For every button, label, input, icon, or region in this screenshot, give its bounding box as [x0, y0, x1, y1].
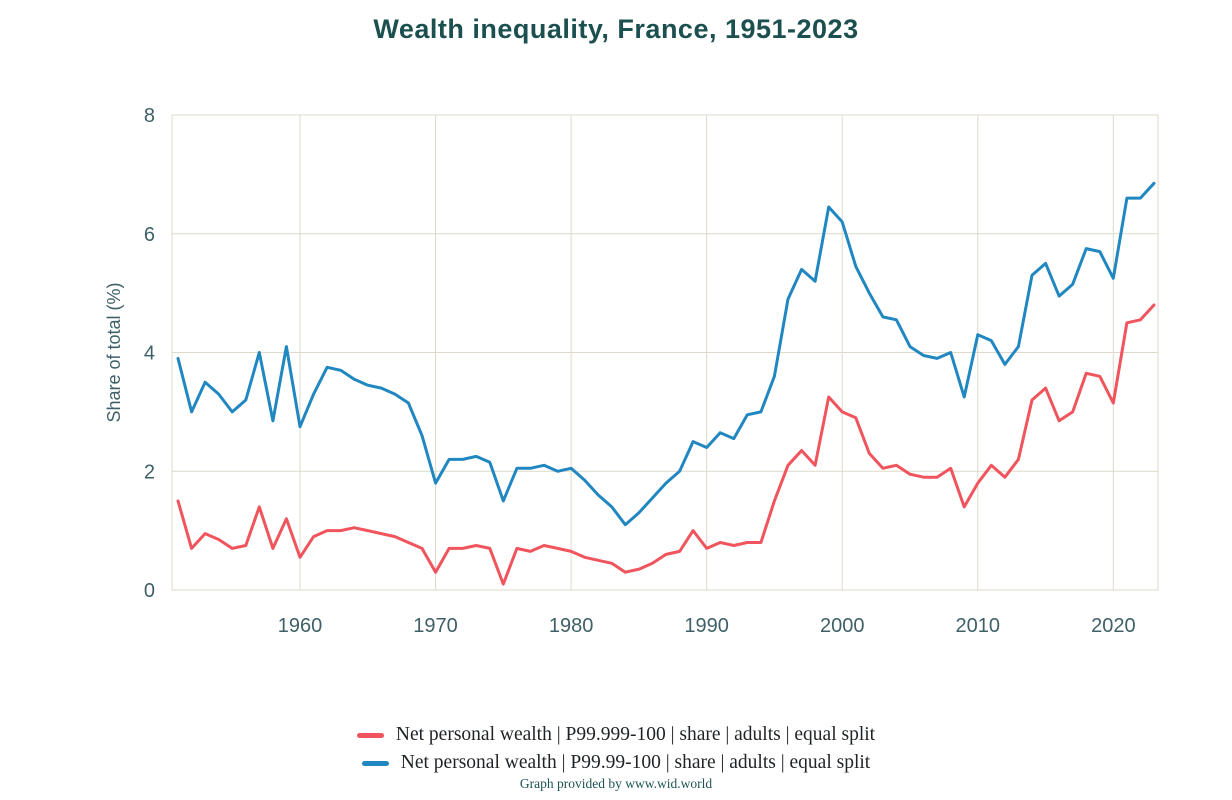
svg-text:4: 4: [144, 343, 155, 365]
legend-item-p9999: Net personal wealth | P99.99-100 | share…: [361, 750, 871, 776]
svg-text:6: 6: [144, 224, 155, 246]
legend-label-p99999: Net personal wealth | P99.999-100 | shar…: [395, 724, 876, 745]
svg-text:1960: 1960: [278, 615, 323, 637]
svg-text:1990: 1990: [684, 615, 729, 637]
svg-text:2020: 2020: [1091, 615, 1136, 637]
svg-text:2010: 2010: [956, 615, 1001, 637]
chart-title: Wealth inequality, France, 1951-2023: [373, 14, 859, 44]
svg-text:1980: 1980: [549, 615, 594, 637]
line-chart: 0 2 4 6 8 1960 1970 1980 1990 2000 2010 2020 Share o…: [104, 105, 1159, 637]
svg-text:2: 2: [144, 461, 155, 483]
svg-text:2000: 2000: [820, 615, 865, 637]
footer-credit: Graph provided by www.wid.world: [519, 776, 713, 791]
legend-label-p9999: Net personal wealth | P99.99-100 | share…: [400, 752, 871, 773]
svg-text:1970: 1970: [413, 615, 458, 637]
svg-text:Share of total (%): Share of total (%): [104, 282, 124, 422]
legend-item-p99999: Net personal wealth | P99.999-100 | shar…: [356, 722, 876, 748]
legend-swatch-blue-icon: [361, 760, 389, 766]
chart-legend: Net personal wealth | P99.999-100 | shar…: [0, 722, 1232, 776]
legend-swatch-red-icon: [356, 732, 384, 738]
svg-text:0: 0: [144, 580, 155, 602]
svg-text:8: 8: [144, 105, 155, 127]
